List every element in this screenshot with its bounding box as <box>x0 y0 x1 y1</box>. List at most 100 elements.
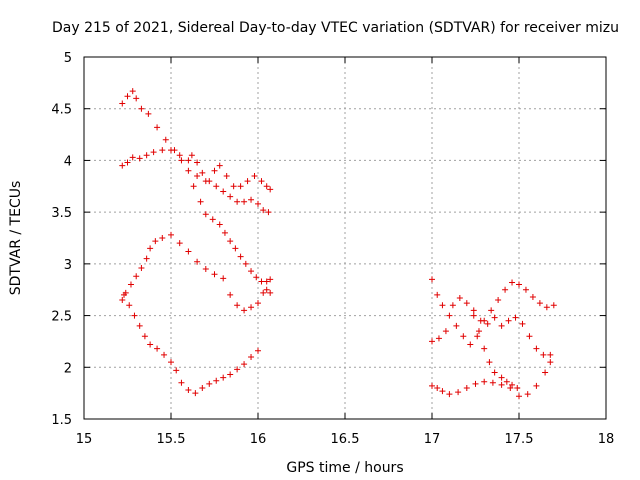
data-point <box>211 167 218 174</box>
x-tick-label: 18 <box>598 432 615 447</box>
data-point <box>495 297 502 304</box>
data-point <box>484 320 491 327</box>
data-point <box>516 281 522 288</box>
data-point <box>241 307 248 314</box>
data-point <box>127 281 134 288</box>
data-point <box>453 322 460 329</box>
series-track-a <box>119 88 274 285</box>
data-point <box>481 378 488 385</box>
series-track-h <box>429 294 554 358</box>
data-point <box>154 345 161 352</box>
y-tick-label: 4 <box>64 154 72 169</box>
data-point <box>442 328 449 335</box>
data-point <box>542 369 549 376</box>
data-point <box>241 361 248 368</box>
data-point <box>489 379 496 386</box>
data-point <box>237 253 244 260</box>
data-point <box>533 345 540 352</box>
data-point <box>209 216 216 223</box>
data-point <box>136 155 143 162</box>
data-point <box>429 382 435 389</box>
data-point <box>178 157 185 164</box>
data-point <box>456 294 463 301</box>
grid-lines <box>84 57 606 419</box>
series-track-d <box>119 231 274 314</box>
series-track-b <box>119 147 274 193</box>
data-point <box>199 384 206 391</box>
data-point <box>154 124 161 131</box>
data-point <box>540 351 547 358</box>
y-tick-label: 1.5 <box>51 413 72 428</box>
data-point <box>439 302 446 309</box>
data-point <box>213 183 220 190</box>
data-point <box>230 183 237 190</box>
data-point <box>159 235 166 241</box>
data-point <box>143 255 150 262</box>
data-point <box>488 307 495 314</box>
data-point <box>227 193 234 200</box>
data-point <box>121 291 128 298</box>
data-point <box>498 322 505 329</box>
data-point <box>119 100 126 107</box>
data-point <box>185 387 192 394</box>
data-point <box>194 159 201 166</box>
data-point <box>227 371 234 378</box>
y-tick-label: 4.5 <box>51 103 72 118</box>
data-point <box>486 359 493 366</box>
data-point <box>439 388 446 395</box>
y-tick-label: 2.5 <box>51 310 72 325</box>
data-point <box>129 88 136 95</box>
data-point <box>263 183 270 190</box>
data-point <box>491 314 498 321</box>
data-point <box>267 276 274 283</box>
y-tick-label: 3 <box>64 258 72 273</box>
data-point <box>470 307 477 314</box>
data-point <box>255 200 261 207</box>
data-point <box>507 384 514 391</box>
data-point <box>251 172 258 179</box>
data-point <box>470 312 477 319</box>
data-point <box>133 95 140 102</box>
data-point <box>124 159 131 166</box>
data-point <box>475 328 482 335</box>
data-point <box>133 273 140 280</box>
data-point <box>267 186 274 193</box>
data-point <box>220 188 227 195</box>
data-point <box>176 152 183 159</box>
data-point <box>491 369 498 376</box>
data-point <box>263 278 270 285</box>
data-point <box>136 322 143 329</box>
data-point <box>244 178 251 185</box>
data-point <box>505 317 512 324</box>
data-point <box>185 167 192 174</box>
data-point <box>533 382 540 389</box>
data-point <box>234 302 241 309</box>
y-tick-label: 3.5 <box>51 206 72 221</box>
data-point <box>509 279 516 286</box>
data-point <box>190 183 197 190</box>
data-point <box>455 389 462 396</box>
data-point <box>138 264 145 271</box>
data-point <box>199 169 206 176</box>
data-point <box>145 110 152 117</box>
data-point <box>206 380 213 387</box>
data-point <box>248 304 255 311</box>
data-point <box>434 384 441 391</box>
data-point <box>265 209 272 216</box>
data-point <box>176 240 183 247</box>
data-point <box>141 333 148 340</box>
x-tick-label: 17 <box>424 432 441 447</box>
data-point <box>211 271 218 278</box>
data-point <box>126 302 133 309</box>
data-point <box>467 341 474 348</box>
data-point <box>481 345 488 352</box>
data-point <box>202 211 209 218</box>
data-point <box>435 335 442 342</box>
data-point <box>173 367 180 374</box>
data-point <box>227 291 234 298</box>
data-point <box>522 286 529 293</box>
data-point <box>512 314 519 321</box>
data-point <box>255 347 261 354</box>
data-point <box>161 351 168 358</box>
data-point <box>188 152 195 159</box>
